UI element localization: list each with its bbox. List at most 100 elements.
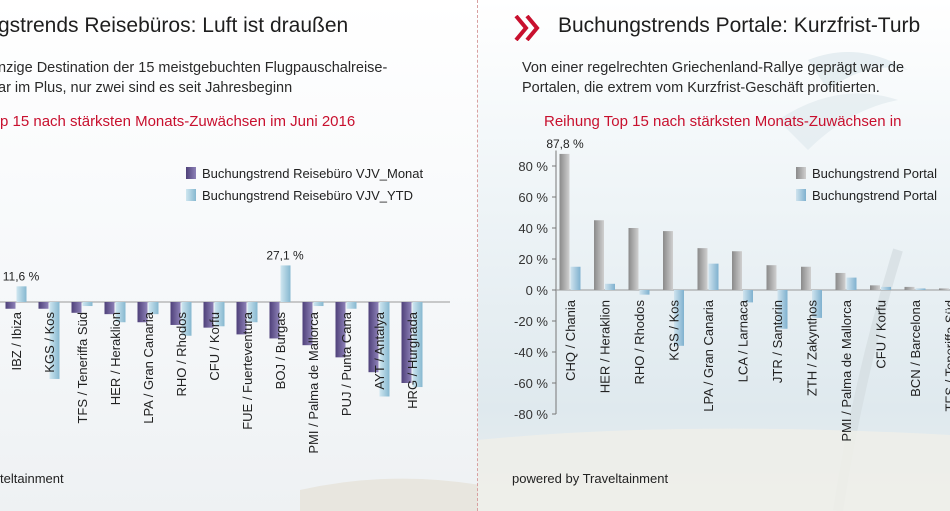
right-chart-subtitle: Reihung Top 15 nach stärksten Monats-Zuw… <box>544 113 902 130</box>
bar-tfs-teneriffa-s-d-s1 <box>71 302 82 313</box>
legend-label-1: Buchungstrend Portal <box>812 166 937 181</box>
category-label-boj-burgas: BOJ / Burgas <box>273 312 288 390</box>
y-tick-label-1: 60 % <box>518 190 548 205</box>
bar-kgs-kos-s2 <box>49 302 60 379</box>
legend-swatch-2 <box>186 189 196 201</box>
bar-ayt-antalya-s2 <box>379 302 390 397</box>
left-chart-subtitle: p 15 nach stärksten Monats-Zuwächsen im … <box>0 113 356 130</box>
bar-ayt-antalya-s1 <box>368 302 379 373</box>
bar-her-heraklion-s2 <box>115 302 126 323</box>
bar-her-heraklion-s1 <box>594 220 604 290</box>
y-tick-label-3: 20 % <box>518 252 548 267</box>
category-label-zth-zakynthos: ZTH / Zakynthos <box>805 300 820 397</box>
category-label-cfu-korfu: CFU / Korfu <box>874 300 889 369</box>
category-label-pmi-palma-de-mallorca: PMI / Palma de Mallorca <box>306 311 321 453</box>
category-label-ayt-antalya: AYT / Antalya <box>372 311 387 389</box>
bar-boj-burgas-s2 <box>280 265 291 302</box>
right-bar-chart: 80 % 60 % 40 % 20 % 0 % -20 % -40 % -60 % -80 % C… <box>514 137 950 442</box>
left-panel: gstrends Reisebüros: Luft ist draußen nz… <box>0 0 478 511</box>
bar-chq-chania-s1 <box>559 153 570 290</box>
bar-zth-zakynthos-s2 <box>812 290 822 318</box>
bar-tfs-teneriffa-s-d-s1 <box>939 288 949 290</box>
bar-lpa-gran-canaria-s2 <box>708 263 719 290</box>
legend-swatch-1 <box>186 167 196 179</box>
bar-fue-fuerteventura-s2 <box>247 302 258 323</box>
y-tick-label-0: 80 % <box>518 159 548 174</box>
bar-hrg-hurghada-s2 <box>412 302 423 388</box>
bar-hrg-hurghada-s1 <box>401 302 412 383</box>
bar-lca-larnaca-s1 <box>732 251 742 290</box>
y-tick-label-8: -80 % <box>514 407 548 422</box>
category-label-pmi-palma-de-mallorca: PMI / Palma de Mallorca <box>839 299 854 441</box>
bar-puj-punta-cana-s1 <box>335 302 346 358</box>
left-intro-line-2: ar im Plus, nur zwei sind es seit Jahres… <box>0 80 293 96</box>
right-intro-line-1: Von einer regelrechten Griechenland-Rall… <box>522 60 905 76</box>
category-label-fue-fuerteventura: FUE / Fuerteventura <box>240 311 255 430</box>
bar-cfu-korfu-s1 <box>870 285 880 290</box>
red-chevron-icon <box>514 15 540 41</box>
category-label-chq-chania: CHQ / Chania <box>563 299 578 381</box>
y-tick-label-6: -40 % <box>514 345 548 360</box>
legend-label-2: Buchungstrend Reisebüro VJV_YTD <box>202 188 413 203</box>
bar-pmi-palma-de-mallorca-s1 <box>835 272 846 290</box>
bar-ibz-ibiza-s1 <box>5 302 16 309</box>
left-footer: teltainment <box>0 471 64 486</box>
data-label-0: 87,8 % <box>546 137 584 151</box>
data-label-0: 11,6 % <box>3 269 40 283</box>
bar-cfu-korfu-s2 <box>214 302 225 327</box>
category-label-rho-rhodos: RHO / Rhodos <box>632 300 647 385</box>
bar-her-heraklion-s1 <box>104 302 115 315</box>
bar-her-heraklion-s2 <box>605 283 615 290</box>
bar-jtr-santorin-s1 <box>766 265 777 290</box>
bar-puj-punta-cana-s2 <box>346 302 357 309</box>
category-label-bcn-barcelona: BCN / Barcelona <box>908 299 923 397</box>
right-panel: Buchungstrends Portale: Kurzfrist-Turb V… <box>478 0 950 511</box>
left-intro-line-1: nzige Destination der 15 meistgebuchten … <box>0 60 388 76</box>
category-label-rho-rhodos: RHO / Rhodos <box>174 312 189 397</box>
bar-bcn-barcelona-s1 <box>904 286 915 290</box>
bar-tfs-teneriffa-s-d-s2 <box>82 302 93 307</box>
beach-background-graphic <box>300 478 478 511</box>
category-label-tfs-teneriffa-s-d: TFS / Teneriffa Süd <box>943 300 950 412</box>
category-label-kgs-kos: KGS / Kos <box>667 300 682 361</box>
bar-rho-rhodos-s1 <box>170 302 181 325</box>
bar-lpa-gran-canaria-s2 <box>148 302 159 315</box>
legend-swatch-1 <box>796 167 806 179</box>
bar-zth-zakynthos-s1 <box>801 266 811 290</box>
category-label-her-heraklion: HER / Heraklion <box>108 312 123 405</box>
right-footer: powered by Traveltainment <box>512 471 669 486</box>
bar-kgs-kos-s1 <box>663 231 673 290</box>
right-title: Buchungstrends Portale: Kurzfrist-Turb <box>558 14 921 37</box>
bar-lpa-gran-canaria-s1 <box>137 302 148 323</box>
bar-jtr-santorin-s2 <box>777 290 788 329</box>
category-label-cfu-korfu: CFU / Korfu <box>207 312 222 381</box>
category-label-her-heraklion: HER / Heraklion <box>598 300 613 393</box>
category-label-lpa-gran-canaria: LPA / Gran Canaria <box>701 299 716 412</box>
category-label-hrg-hurghada: HRG / Hurghada <box>405 311 420 409</box>
bar-pmi-palma-de-mallorca-s1 <box>302 302 313 346</box>
bar-lpa-gran-canaria-s1 <box>697 248 708 290</box>
left-bar-chart: IBZ / Ibiza KGS / Kos TFS / Teneriffa Süd H… <box>0 166 450 454</box>
palm-background-graphic <box>478 52 950 511</box>
legend-label-2: Buchungstrend Portal <box>812 188 937 203</box>
bar-rho-rhodos-s2 <box>181 302 192 336</box>
y-tick-label-4: 0 % <box>526 283 549 298</box>
category-label-ibz-ibiza: IBZ / Ibiza <box>9 311 24 370</box>
y-tick-label-5: -20 % <box>514 314 548 329</box>
bar-rho-rhodos-s2 <box>639 290 650 295</box>
right-intro-line-2: Portalen, die extrem vom Kurzfrist-Gesch… <box>522 80 880 96</box>
legend-swatch-2 <box>796 189 806 201</box>
bar-ibz-ibiza-s2 <box>16 286 27 302</box>
bar-cfu-korfu-s2 <box>881 286 891 290</box>
bar-rho-rhodos-s1 <box>628 228 639 290</box>
legend-label-1: Buchungstrend Reisebüro VJV_Monat <box>202 166 424 181</box>
bar-cfu-korfu-s1 <box>203 302 214 328</box>
bar-chq-chania-s2 <box>570 266 581 290</box>
category-label-lca-larnaca: LCA / Larnaca <box>736 299 751 382</box>
y-tick-label-7: -60 % <box>514 376 548 391</box>
category-label-jtr-santorin: JTR / Santorin <box>770 300 785 383</box>
category-label-lpa-gran-canaria: LPA / Gran Canaria <box>141 311 156 424</box>
bar-fue-fuerteventura-s1 <box>236 302 247 335</box>
bar-lca-larnaca-s2 <box>743 290 753 303</box>
panel-divider <box>477 0 478 511</box>
